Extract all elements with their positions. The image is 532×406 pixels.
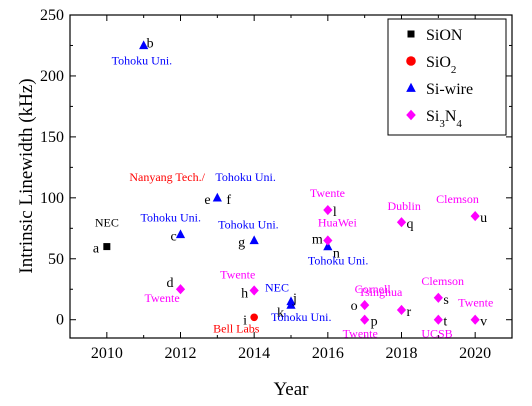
legend: SiON SiO2 Si-wire Si3N4 — [387, 18, 507, 136]
point-letter: k — [277, 306, 284, 321]
y-tick-label: 100 — [40, 190, 64, 207]
point-annotation: Twente — [343, 327, 378, 341]
data-point — [470, 314, 480, 325]
legend-marker — [406, 56, 416, 66]
y-axis-label: Intrinsic Linewidth (kHz) — [16, 78, 37, 273]
point-letters: a b c d e f g hi jk lmn op q r st u v — [93, 36, 487, 329]
point-letter: u — [480, 211, 487, 226]
point-letter: v — [480, 315, 487, 330]
x-tick-label: 2018 — [386, 345, 418, 362]
point-letter: d — [167, 276, 174, 291]
point-annotation: Clemson — [421, 274, 464, 288]
data-point — [323, 204, 333, 216]
point-letter: l — [333, 205, 337, 220]
point-annotation: Twente — [145, 291, 180, 305]
point-annotation: Dublin — [388, 199, 421, 213]
data-point — [470, 211, 480, 222]
point-letter: q — [407, 217, 414, 232]
point-annotation: Cornell — [355, 282, 392, 296]
point-letter: p — [371, 315, 378, 330]
data-point — [212, 192, 222, 202]
y-tick-label: 200 — [40, 68, 64, 85]
point-letter: i — [243, 313, 247, 328]
data-point — [286, 300, 296, 309]
x-tick-label: 2020 — [459, 345, 491, 362]
x-tick-label: 2010 — [91, 345, 123, 362]
data-point — [396, 217, 407, 228]
point-letter: e — [204, 193, 210, 208]
point-annotation: NEC — [95, 216, 119, 230]
point-letter: r — [407, 305, 412, 320]
point-letter: n — [333, 247, 340, 262]
point-annotation: Tsinghua — [359, 285, 403, 299]
point-letter: b — [147, 36, 154, 51]
point-annotation: HuaWei — [318, 215, 358, 229]
data-point — [323, 235, 333, 246]
data-point — [103, 243, 111, 251]
point-annotations: NEC Tohoku Uni. Nanyang Tech./ Tohoku Uni. T… — [95, 53, 493, 340]
point-annotation: Tohoku Uni. — [218, 217, 279, 231]
data-point — [360, 300, 370, 311]
data-point — [360, 314, 370, 325]
y-tick-label: 150 — [40, 129, 64, 146]
x-tick-label: 2014 — [238, 345, 270, 362]
point-annotation: Twente — [220, 267, 255, 281]
data-point — [249, 235, 259, 245]
legend-label: SiON — [426, 27, 463, 44]
point-letter: g — [238, 235, 245, 250]
data-point — [250, 313, 258, 322]
point-letter: s — [443, 293, 448, 308]
point-letter: f — [226, 193, 231, 208]
legend-label: Si3N4 — [426, 108, 462, 130]
data-point — [249, 285, 259, 296]
y-tick-label: 250 — [40, 7, 64, 24]
point-annotation: Tohoku Uni. — [308, 254, 369, 268]
data-point — [175, 284, 186, 295]
x-tick-label: 2016 — [312, 345, 344, 362]
data-point — [433, 292, 443, 303]
data-point — [323, 241, 333, 251]
data-point — [139, 40, 149, 50]
point-letter: t — [443, 315, 447, 330]
point-annotation: Nanyang Tech./ — [129, 170, 205, 184]
point-annotation: Twente — [458, 296, 493, 310]
legend-marker — [406, 82, 416, 92]
point-annotation: Bell Labs — [213, 321, 260, 335]
point-letter: j — [292, 291, 297, 306]
point-annotation: Tohoku Uni. — [112, 53, 172, 67]
legend-marker — [407, 30, 415, 38]
point-annotation: Tohoku Uni. — [141, 210, 202, 224]
point-annotation: Tohoku Uni. — [215, 170, 275, 184]
point-annotation: Clemson — [436, 192, 479, 206]
axis-tick-labels: 2010 2012 2014 2016 2018 2020 0 50 100 150 200 250 — [40, 7, 491, 362]
point-annotation: Twente — [310, 186, 345, 200]
point-letter: a — [93, 242, 100, 257]
point-letter: c — [171, 229, 177, 244]
point-letter: m — [312, 232, 323, 247]
point-annotation: Tohoku Uni. — [271, 310, 332, 324]
point-annotation: UCSB — [421, 327, 452, 341]
data-point — [433, 314, 443, 325]
legend-marker — [406, 109, 416, 121]
data-points — [103, 40, 480, 325]
point-letter: h — [241, 286, 248, 301]
x-tick-label: 2012 — [165, 345, 197, 362]
y-tick-label: 0 — [56, 312, 64, 329]
point-letter: o — [351, 299, 358, 314]
legend-label: Si-wire — [426, 81, 473, 98]
data-point — [175, 229, 186, 239]
data-point — [396, 304, 407, 316]
y-tick-label: 50 — [48, 251, 64, 268]
x-axis-label: Year — [273, 379, 309, 400]
legend-label: SiO2 — [426, 54, 456, 76]
point-annotation: NEC — [265, 280, 289, 294]
